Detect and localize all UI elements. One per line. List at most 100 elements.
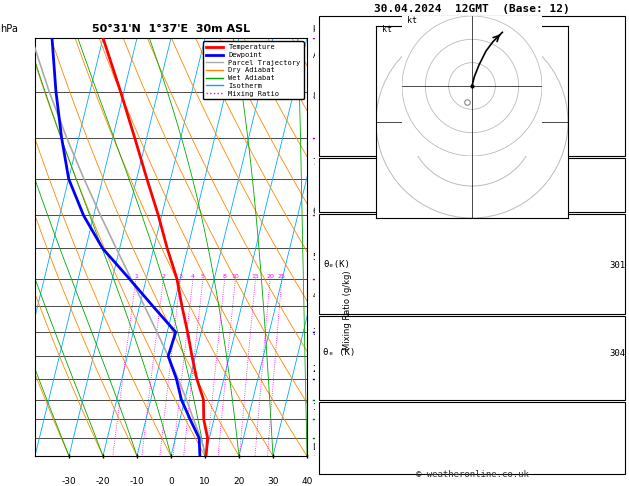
Text: 0: 0 <box>616 302 621 312</box>
Text: Temp (°C): Temp (°C) <box>323 300 376 310</box>
Text: km: km <box>313 25 325 34</box>
Text: -10: -10 <box>130 477 145 486</box>
Text: Lifted Index: Lifted Index <box>323 363 387 371</box>
Text: 30: 30 <box>267 477 279 486</box>
Text: © weatheronline.co.uk: © weatheronline.co.uk <box>416 470 528 479</box>
Text: SREH: SREH <box>323 434 345 444</box>
Text: 25: 25 <box>610 420 621 430</box>
Text: StmDir: StmDir <box>323 449 355 457</box>
Text: CAPE (J): CAPE (J) <box>323 364 370 374</box>
Text: CIN (J): CIN (J) <box>323 390 360 399</box>
Text: 0: 0 <box>615 364 621 374</box>
Text: 10.3: 10.3 <box>598 300 621 310</box>
Text: Surface: Surface <box>453 219 491 227</box>
Title: 50°31'N  1°37'E  30m ASL: 50°31'N 1°37'E 30m ASL <box>92 24 250 35</box>
Text: 8: 8 <box>615 348 621 358</box>
Text: 2: 2 <box>162 274 165 278</box>
Text: 0: 0 <box>616 377 621 385</box>
Text: PW (cm): PW (cm) <box>323 199 360 208</box>
Text: 8.5: 8.5 <box>603 316 621 326</box>
Text: 30.04.2024  12GMT  (Base: 12): 30.04.2024 12GMT (Base: 12) <box>374 8 570 18</box>
Text: EH: EH <box>323 420 334 430</box>
Text: 20: 20 <box>233 477 245 486</box>
Text: 1: 1 <box>313 403 318 412</box>
Bar <box>323 26 621 218</box>
Text: hPa: hPa <box>0 24 18 34</box>
Text: StmSpd (kt): StmSpd (kt) <box>323 463 382 471</box>
Text: 0: 0 <box>168 477 174 486</box>
Bar <box>323 279 621 391</box>
Text: 1.95: 1.95 <box>599 199 621 208</box>
Text: LCL: LCL <box>313 443 328 451</box>
Bar <box>323 221 621 281</box>
Text: 10: 10 <box>199 477 211 486</box>
Text: θₑ (K): θₑ (K) <box>323 348 355 358</box>
Text: 304: 304 <box>609 348 625 358</box>
Text: Lifted Index: Lifted Index <box>323 275 387 283</box>
Text: 7: 7 <box>616 363 621 371</box>
Text: Temp (°C): Temp (°C) <box>323 232 371 242</box>
Text: Surface: Surface <box>452 284 493 294</box>
Bar <box>319 316 625 400</box>
Text: Hodograph: Hodograph <box>448 406 496 416</box>
Text: -30: -30 <box>62 477 76 486</box>
Text: 20: 20 <box>610 463 621 471</box>
Text: K: K <box>323 168 328 176</box>
Text: 3: 3 <box>313 328 318 337</box>
Text: CIN (J): CIN (J) <box>323 302 360 312</box>
Text: 850: 850 <box>605 334 621 344</box>
Text: CAPE (J): CAPE (J) <box>323 377 366 385</box>
Text: 2: 2 <box>313 365 318 374</box>
Text: 0: 0 <box>616 390 621 399</box>
Text: 30.04.2024  12GMT  (Base: 12): 30.04.2024 12GMT (Base: 12) <box>374 4 570 14</box>
Text: 4: 4 <box>191 274 195 278</box>
Text: 25: 25 <box>278 274 286 278</box>
Text: ASL: ASL <box>313 51 328 60</box>
Text: 20: 20 <box>266 274 274 278</box>
Legend: Temperature, Dewpoint, Parcel Trajectory, Dry Adiabat, Wet Adiabat, Isotherm, Mi: Temperature, Dewpoint, Parcel Trajectory… <box>203 41 304 100</box>
Text: 7: 7 <box>313 158 318 168</box>
Text: CIN (J): CIN (J) <box>323 380 364 390</box>
Text: CAPE (J): CAPE (J) <box>323 289 366 297</box>
Text: Totals Totals: Totals Totals <box>323 246 399 256</box>
Text: 6: 6 <box>313 208 318 216</box>
Text: 44: 44 <box>610 184 621 192</box>
Text: Lifted Index: Lifted Index <box>323 348 394 358</box>
Bar <box>319 16 625 156</box>
Text: 301: 301 <box>609 260 625 270</box>
Text: 5: 5 <box>313 253 318 262</box>
Bar <box>319 214 625 314</box>
Text: 3: 3 <box>179 274 182 278</box>
Text: θₑ(K): θₑ(K) <box>323 332 352 342</box>
Text: Dewp (°C): Dewp (°C) <box>323 246 371 256</box>
Text: 15: 15 <box>252 274 259 278</box>
Text: 8: 8 <box>313 92 318 101</box>
Text: PW (cm): PW (cm) <box>323 264 364 274</box>
Text: kt: kt <box>407 16 416 25</box>
Text: 4: 4 <box>313 291 318 300</box>
Text: 1: 1 <box>134 274 138 278</box>
Text: 8: 8 <box>616 275 621 283</box>
Bar <box>319 402 625 474</box>
Text: 5: 5 <box>201 274 205 278</box>
Text: Most Unstable: Most Unstable <box>437 320 507 330</box>
Text: 40: 40 <box>610 434 621 444</box>
Text: 301: 301 <box>603 332 621 342</box>
Text: 0: 0 <box>616 289 621 297</box>
Text: -20: -20 <box>96 477 110 486</box>
Text: K: K <box>323 228 329 238</box>
Text: 212°: 212° <box>599 449 621 457</box>
Text: Mixing Ratio (g/kg): Mixing Ratio (g/kg) <box>343 270 352 349</box>
Text: 0: 0 <box>615 380 621 390</box>
Text: Totals Totals: Totals Totals <box>323 184 393 192</box>
Text: 8.5: 8.5 <box>605 246 621 256</box>
Text: 1.95: 1.95 <box>598 264 621 274</box>
Text: 44: 44 <box>610 246 621 256</box>
Text: 22: 22 <box>610 168 621 176</box>
Text: Dewp (°C): Dewp (°C) <box>323 316 376 326</box>
Text: 8: 8 <box>223 274 226 278</box>
Text: 40: 40 <box>301 477 313 486</box>
Text: 10: 10 <box>231 274 239 278</box>
Bar <box>319 158 625 212</box>
Text: Pressure (mb): Pressure (mb) <box>323 334 393 344</box>
